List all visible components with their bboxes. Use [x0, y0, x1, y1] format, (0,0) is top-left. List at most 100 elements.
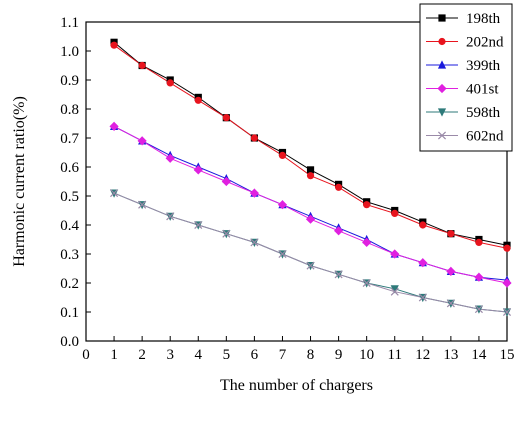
data-point — [194, 96, 202, 104]
y-tick-label: 0.7 — [60, 131, 79, 147]
data-point — [390, 249, 400, 259]
x-tick-label: 3 — [166, 347, 174, 363]
x-tick-label: 12 — [415, 347, 430, 363]
data-point — [446, 266, 456, 276]
legend-entry: 399th — [426, 58, 501, 74]
data-point — [110, 41, 118, 49]
x-tick-label: 8 — [307, 347, 315, 363]
x-tick-label: 6 — [251, 347, 259, 363]
data-point — [362, 278, 371, 288]
y-tick-label: 0.6 — [60, 160, 79, 176]
y-tick-label: 0.2 — [60, 276, 79, 292]
legend: 198th 202nd 399th 401st 598th 602nd — [419, 3, 513, 152]
data-point — [138, 61, 146, 70]
x-tick-label: 9 — [335, 347, 343, 363]
x-axis-label: The number of chargers — [220, 377, 373, 394]
data-point — [475, 238, 483, 246]
series-line-598th — [113, 192, 508, 313]
data-point — [474, 272, 484, 282]
data-point — [306, 166, 315, 174]
y-tick-label: 0.0 — [60, 334, 79, 350]
y-axis-label: Harmonic current ratio(%) — [11, 96, 28, 267]
legend-box — [419, 3, 513, 152]
legend-entry: 598th — [426, 105, 501, 121]
data-point — [138, 200, 147, 209]
legend-label: 598th — [466, 105, 501, 121]
x-tick-label: 13 — [443, 347, 458, 363]
data-point — [363, 201, 371, 209]
y-tick-label: 0.1 — [60, 305, 79, 321]
y-tick-label: 1.1 — [60, 15, 79, 31]
data-point — [391, 209, 399, 217]
x-tick-label: 11 — [388, 347, 402, 363]
series-points-598th — [109, 189, 512, 317]
data-point — [447, 230, 455, 238]
data-point — [222, 229, 231, 238]
y-tick-label: 0.4 — [60, 218, 79, 234]
data-point — [503, 244, 511, 252]
y-tick-label: 0.8 — [60, 102, 79, 118]
series-points-602nd — [110, 189, 512, 317]
data-point — [390, 287, 399, 296]
data-point — [306, 172, 315, 180]
y-axis-ticks: 0.0 0.1 0.2 0.3 0.4 0.5 0.6 0.7 0.8 0.9 1.0 1.1 — [60, 15, 91, 350]
y-tick-label: 0.9 — [60, 73, 79, 89]
legend-label: 399th — [466, 58, 501, 74]
data-point — [418, 293, 427, 302]
data-point — [502, 278, 512, 288]
data-point — [250, 238, 259, 247]
legend-entry: 602nd — [426, 129, 504, 145]
data-point — [222, 114, 230, 122]
y-tick-label: 0.5 — [60, 189, 79, 205]
legend-swatch-marker — [437, 131, 447, 140]
data-point — [334, 226, 344, 236]
data-point — [446, 299, 455, 308]
data-point — [109, 121, 119, 131]
data-point — [306, 261, 315, 270]
data-point — [305, 214, 316, 224]
legend-swatch-marker — [437, 83, 447, 94]
legend-label: 198th — [466, 11, 501, 27]
legend-label: 401st — [466, 82, 499, 98]
plot-border — [85, 21, 508, 342]
data-point — [335, 183, 343, 191]
legend-entry: 401st — [426, 82, 499, 98]
x-tick-label: 4 — [195, 347, 203, 363]
data-point — [193, 165, 203, 175]
legend-swatch-marker — [438, 14, 446, 22]
data-point — [137, 136, 147, 146]
data-point — [221, 176, 231, 187]
data-point — [278, 151, 287, 159]
legend-entry: 198th — [426, 11, 501, 27]
x-tick-label: 10 — [359, 347, 374, 363]
legend-label: 202nd — [466, 35, 504, 51]
data-point — [278, 249, 287, 259]
legend-swatch-marker — [437, 60, 447, 69]
x-tick-label: 5 — [223, 347, 231, 363]
data-point — [194, 220, 203, 230]
data-point — [166, 212, 175, 221]
data-point — [474, 305, 483, 314]
data-point — [390, 285, 399, 294]
data-point — [419, 221, 427, 229]
data-point — [166, 79, 174, 87]
data-point — [165, 153, 175, 163]
x-axis-ticks: 0 1 2 3 4 5 6 7 8 9 10 11 12 13 14 15 — [82, 336, 515, 363]
x-tick-label: 2 — [138, 347, 146, 363]
legend-label: 602nd — [466, 129, 504, 145]
x-tick-label: 14 — [471, 347, 487, 363]
plot-frame — [85, 21, 508, 342]
legend-swatch-marker — [437, 108, 447, 117]
legend-entry: 202nd — [426, 35, 504, 51]
data-point — [334, 270, 343, 279]
data-point — [277, 200, 288, 210]
x-tick-label: 0 — [82, 347, 90, 363]
data-point — [502, 307, 512, 317]
series-line-602nd — [113, 192, 508, 313]
data-point — [250, 134, 258, 142]
y-tick-label: 1.0 — [60, 44, 79, 60]
data-point — [249, 188, 259, 198]
x-tick-label: 1 — [110, 347, 118, 363]
legend-swatch-marker — [438, 37, 446, 46]
